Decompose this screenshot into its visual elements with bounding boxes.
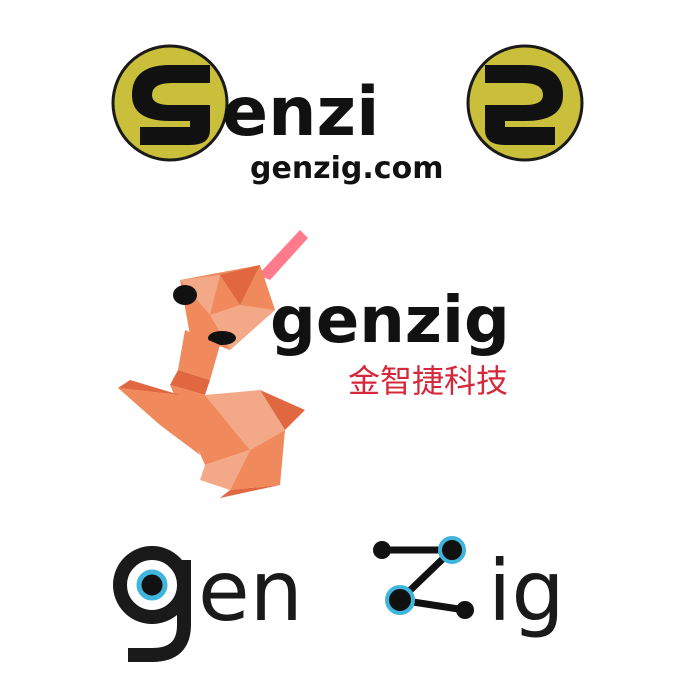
g-eye-icon: [113, 546, 191, 662]
network-z-icon: [373, 536, 474, 619]
logo1-url: genzig.com: [250, 151, 443, 185]
logo1-wordmark: enzi: [222, 73, 379, 152]
logo-genzig-network: en ig: [110, 520, 590, 670]
left-g-glyph-icon: [132, 65, 210, 145]
logo3-wordmark-tail: ig: [488, 542, 565, 640]
logo3-wordmark: en: [198, 542, 303, 640]
logo-genzig-snake: genzig 金智捷科技: [110, 220, 590, 510]
right-g-glyph-icon: [485, 65, 563, 145]
logo-genzig-badge: enzi genzig.com: [110, 35, 590, 185]
logo2-chinese-name: 金智捷科技: [348, 362, 508, 400]
origami-snake-icon: [118, 230, 308, 498]
logo2-wordmark: genzig: [270, 284, 510, 358]
